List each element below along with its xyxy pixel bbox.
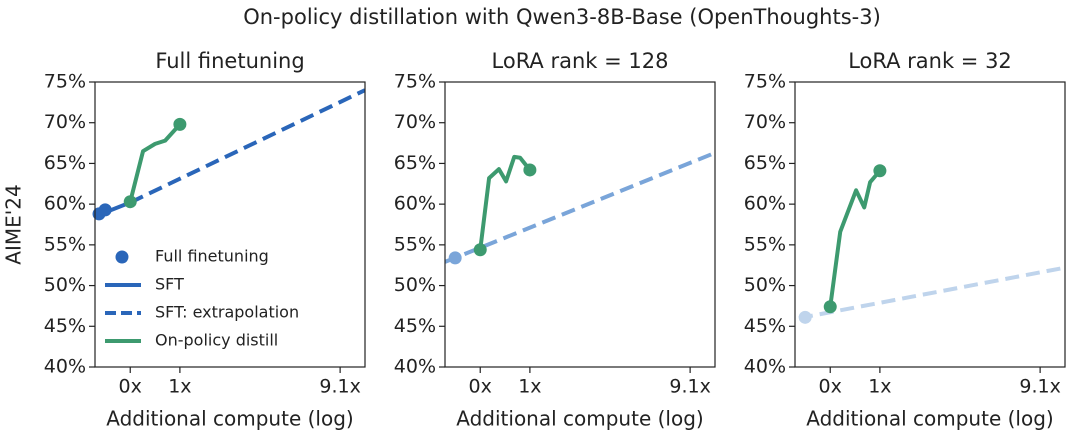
y-tick-label: 55% xyxy=(744,233,786,255)
point xyxy=(523,163,537,177)
x-axis-label: Additional compute (log) xyxy=(106,407,353,431)
point xyxy=(448,251,462,265)
x-tick-label: 9.1x xyxy=(1019,376,1060,398)
y-tick-label: 40% xyxy=(394,356,436,378)
axes-frame xyxy=(444,81,716,368)
panel-title: LoRA rank = 128 xyxy=(492,49,669,73)
y-tick-label: 65% xyxy=(394,152,436,174)
y-tick-label: 55% xyxy=(44,233,86,255)
point xyxy=(823,300,837,314)
y-axis-label: AIME'24 xyxy=(2,184,26,264)
y-tick-label: 65% xyxy=(744,152,786,174)
point xyxy=(173,117,187,131)
y-tick-label: 75% xyxy=(394,71,436,93)
y-tick-label: 45% xyxy=(44,315,86,337)
y-tick-label: 75% xyxy=(744,71,786,93)
line xyxy=(828,169,882,308)
y-tick-label: 55% xyxy=(394,233,436,255)
legend-label: SFT: extrapolation xyxy=(155,303,299,322)
point xyxy=(473,243,487,257)
axes-frame xyxy=(794,81,1066,368)
y-tick-label: 50% xyxy=(744,274,786,296)
y-tick-label: 60% xyxy=(744,193,786,215)
legend-label: Full finetuning xyxy=(155,247,269,266)
panel-title: Full finetuning xyxy=(155,49,304,73)
legend-label: SFT xyxy=(155,275,184,294)
y-tick-label: 50% xyxy=(394,274,436,296)
y-tick-label: 65% xyxy=(44,152,86,174)
legend-label: On-policy distill xyxy=(155,331,278,350)
point xyxy=(98,203,112,217)
x-tick-label: 0x xyxy=(119,376,142,398)
x-tick-label: 1x xyxy=(518,376,541,398)
legend-marker xyxy=(115,250,129,264)
y-tick-label: 60% xyxy=(44,193,86,215)
y-tick-label: 70% xyxy=(44,111,86,133)
extrapolation-line xyxy=(445,150,715,264)
y-tick-label: 75% xyxy=(44,71,86,93)
x-tick-label: 9.1x xyxy=(669,376,710,398)
y-tick-label: 40% xyxy=(44,356,86,378)
panel-title: LoRA rank = 32 xyxy=(848,49,1012,73)
x-tick-label: 9.1x xyxy=(319,376,360,398)
y-tick-label: 45% xyxy=(744,315,786,337)
x-axis-label: Additional compute (log) xyxy=(806,407,1053,431)
extrapolation-line xyxy=(129,88,365,205)
y-tick-label: 70% xyxy=(394,111,436,133)
y-tick-label: 40% xyxy=(744,356,786,378)
figure-title: On-policy distillation with Qwen3-8B-Bas… xyxy=(243,5,881,29)
x-tick-label: 1x xyxy=(168,376,191,398)
y-tick-label: 45% xyxy=(394,315,436,337)
y-tick-label: 50% xyxy=(44,274,86,296)
x-axis-label: Additional compute (log) xyxy=(456,407,703,431)
axes-frame xyxy=(94,81,366,368)
x-tick-label: 0x xyxy=(469,376,492,398)
line xyxy=(128,123,182,203)
x-tick-label: 1x xyxy=(868,376,891,398)
point xyxy=(798,310,812,324)
point xyxy=(123,195,137,209)
point xyxy=(873,164,887,178)
line xyxy=(478,154,532,250)
extrapolation-line xyxy=(798,265,1065,321)
x-tick-label: 0x xyxy=(819,376,842,398)
y-tick-label: 60% xyxy=(394,193,436,215)
y-tick-label: 70% xyxy=(744,111,786,133)
